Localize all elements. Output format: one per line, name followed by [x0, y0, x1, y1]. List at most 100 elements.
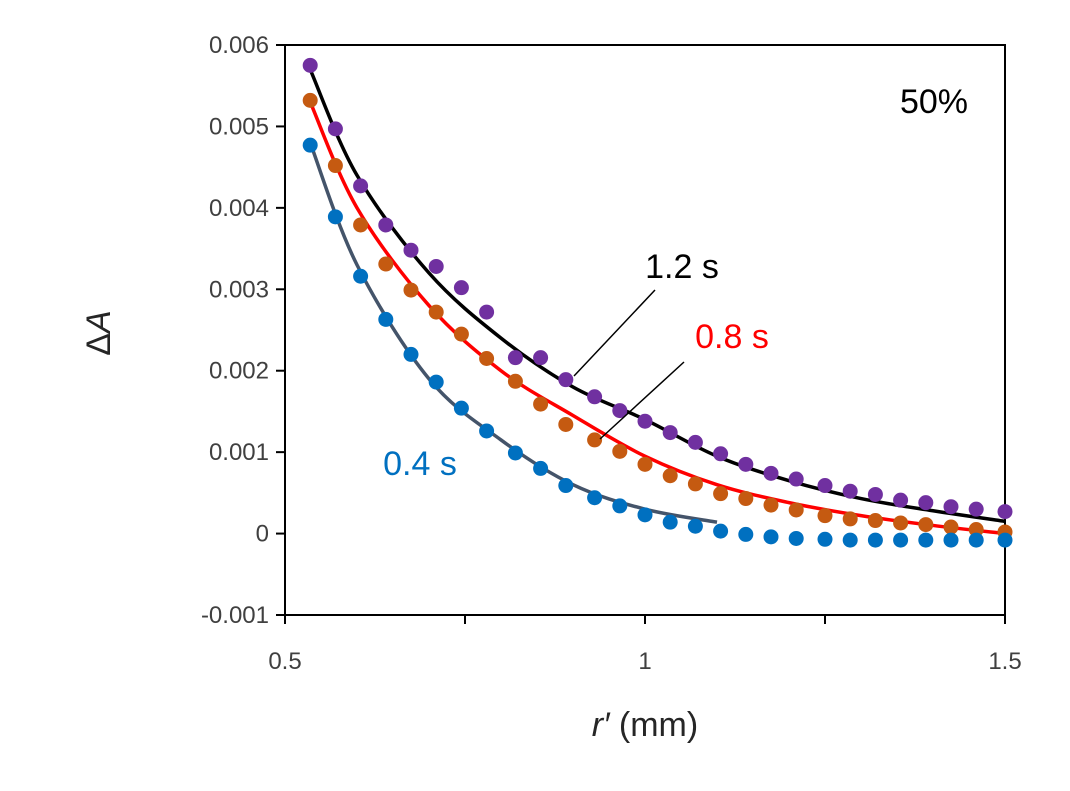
point-0-8-s — [403, 282, 419, 298]
point-1-2-s — [302, 57, 318, 73]
point-1-2-s — [453, 280, 469, 296]
point-0-8-s — [612, 443, 628, 459]
point-0-4-s — [893, 532, 909, 548]
point-1-2-s — [867, 486, 883, 502]
point-1-2-s — [403, 242, 419, 258]
point-1-2-s — [353, 178, 369, 194]
point-0-4-s — [943, 532, 959, 548]
point-0-4-s — [997, 532, 1013, 548]
point-0-8-s — [763, 497, 779, 513]
point-0-8-s — [842, 511, 858, 527]
point-1-2-s — [763, 465, 779, 481]
point-0-8-s — [428, 304, 444, 320]
point-0-8-s — [533, 396, 549, 412]
y-tick-label: 0.006 — [209, 32, 269, 59]
point-0-8-s — [302, 92, 318, 108]
point-0-8-s — [637, 456, 653, 472]
y-axis-title-symbol: A — [80, 310, 118, 335]
point-0-4-s — [738, 526, 754, 542]
point-1-2-s — [687, 434, 703, 450]
point-0-4-s — [968, 532, 984, 548]
point-0-4-s — [353, 268, 369, 284]
point-0-8-s — [738, 491, 754, 507]
x-tick-label: 1.5 — [988, 648, 1021, 675]
point-0-8-s — [479, 351, 495, 366]
series-labels: 1.2 s 0.8 s 0.4 s — [383, 248, 769, 483]
point-1-2-s — [378, 217, 394, 233]
point-1-2-s — [997, 504, 1013, 520]
point-0-8-s — [943, 519, 959, 535]
point-0-4-s — [558, 478, 574, 494]
point-0-4-s — [378, 311, 394, 327]
leader-line-0-8-s — [599, 361, 685, 440]
point-0-4-s — [687, 518, 703, 534]
point-1-2-s — [943, 499, 959, 515]
point-0-4-s — [637, 507, 653, 523]
point-0-4-s — [817, 531, 833, 547]
point-0-8-s — [662, 468, 678, 484]
point-0-4-s — [713, 523, 729, 539]
y-tick-label: 0 — [256, 521, 269, 548]
y-tick-label: 0.005 — [209, 113, 269, 140]
point-1-2-s — [587, 389, 603, 405]
point-1-2-s — [788, 471, 804, 487]
point-1-2-s — [507, 350, 523, 366]
y-tick-label: 0.003 — [209, 276, 269, 303]
point-1-2-s — [893, 492, 909, 508]
point-0-8-s — [817, 508, 833, 524]
point-0-4-s — [788, 530, 804, 546]
point-1-2-s — [842, 483, 858, 499]
point-1-2-s — [637, 413, 653, 429]
point-0-4-s — [479, 423, 495, 439]
point-0-4-s — [842, 532, 858, 548]
point-1-2-s — [817, 478, 833, 494]
x-axis-ticks: 0.5 1 1.5 — [268, 615, 1022, 675]
x-axis-title-symbol: r′ — [592, 706, 611, 744]
series-label-0-4-s: 0.4 s — [383, 445, 457, 483]
point-1-2-s — [327, 121, 343, 137]
point-0-8-s — [687, 476, 703, 492]
point-0-8-s — [713, 486, 729, 502]
point-0-8-s — [378, 256, 394, 272]
point-1-2-s — [738, 456, 754, 472]
point-1-2-s — [612, 403, 628, 419]
x-axis-title: r′ (mm) — [592, 706, 698, 744]
leader-line-1-2-s — [573, 289, 656, 377]
point-1-2-s — [558, 372, 574, 388]
point-0-4-s — [918, 532, 934, 548]
point-0-8-s — [558, 416, 574, 432]
corner-label: 50% — [900, 83, 968, 121]
point-0-8-s — [893, 515, 909, 531]
point-1-2-s — [662, 425, 678, 441]
point-0-8-s — [353, 217, 369, 233]
point-0-8-s — [788, 502, 804, 518]
point-1-2-s — [968, 501, 984, 517]
point-0-8-s — [507, 373, 523, 389]
series-label-0-8-s: 0.8 s — [695, 318, 769, 356]
point-0-4-s — [403, 346, 419, 362]
y-tick-label: 0.004 — [209, 195, 269, 222]
data-points — [302, 57, 1013, 548]
y-tick-label: 0.001 — [209, 439, 269, 466]
y-tick-label: -0.001 — [201, 602, 269, 629]
point-0-4-s — [453, 400, 469, 416]
point-0-4-s — [327, 209, 343, 225]
point-1-2-s — [479, 304, 495, 320]
y-axis-title: ΔA — [80, 310, 118, 355]
x-tick-label: 0.5 — [268, 648, 301, 675]
point-0-4-s — [302, 137, 318, 153]
point-0-8-s — [968, 522, 984, 537]
point-0-4-s — [587, 490, 603, 506]
point-0-4-s — [428, 374, 444, 390]
point-0-4-s — [612, 498, 628, 514]
point-1-2-s — [918, 495, 934, 511]
point-1-2-s — [533, 350, 549, 366]
point-0-4-s — [507, 445, 523, 461]
point-0-4-s — [763, 529, 779, 545]
y-tick-label: 0.002 — [209, 358, 269, 385]
x-axis-title-unit: (mm) — [609, 706, 698, 744]
point-1-2-s — [428, 258, 444, 274]
point-0-8-s — [327, 158, 343, 174]
x-tick-label: 1 — [638, 648, 651, 675]
